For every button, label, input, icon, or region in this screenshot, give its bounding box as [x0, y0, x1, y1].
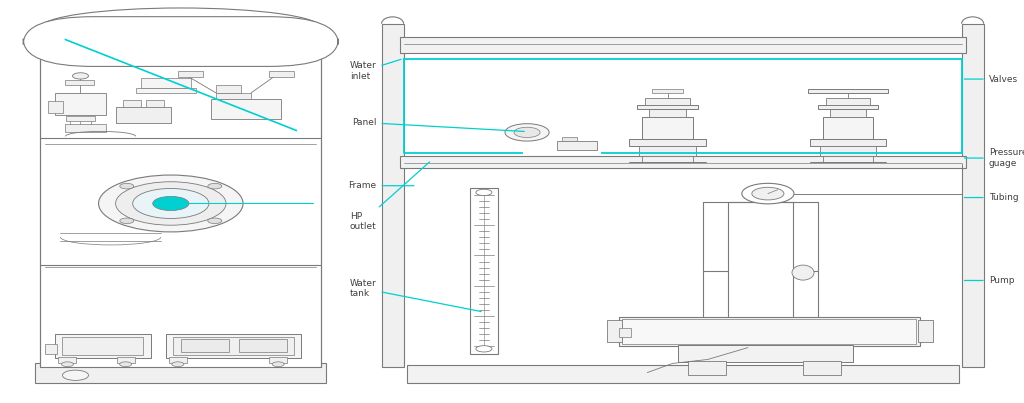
Bar	[55, 334, 151, 357]
Bar	[45, 344, 57, 353]
Bar	[645, 98, 689, 105]
Circle shape	[133, 189, 209, 218]
Bar	[826, 98, 870, 105]
Circle shape	[752, 187, 784, 200]
Bar	[117, 357, 135, 363]
Bar	[642, 117, 692, 139]
Text: Tubing: Tubing	[965, 193, 1018, 202]
Bar	[116, 107, 171, 123]
Circle shape	[73, 73, 88, 79]
Bar	[830, 109, 866, 117]
Text: HP
outlet: HP outlet	[350, 162, 430, 231]
Bar	[399, 37, 966, 53]
Bar	[470, 188, 498, 353]
Bar	[818, 105, 879, 109]
Bar	[48, 101, 63, 113]
Bar	[607, 320, 623, 343]
Bar	[269, 357, 287, 363]
Bar	[562, 137, 578, 141]
Circle shape	[476, 346, 492, 352]
Bar	[823, 117, 873, 139]
Bar	[173, 337, 294, 355]
Circle shape	[62, 370, 88, 380]
Circle shape	[208, 183, 222, 189]
Bar	[66, 80, 93, 85]
Bar	[678, 345, 853, 362]
Bar	[178, 71, 203, 77]
FancyBboxPatch shape	[24, 17, 338, 66]
Bar	[688, 361, 726, 375]
Text: Valves: Valves	[965, 75, 1018, 83]
Circle shape	[98, 175, 243, 232]
Circle shape	[120, 183, 134, 189]
Bar	[803, 361, 841, 375]
Bar	[620, 328, 632, 337]
Circle shape	[514, 127, 540, 137]
Bar	[135, 88, 196, 93]
Bar	[652, 89, 683, 93]
Bar	[382, 24, 403, 368]
Circle shape	[172, 362, 184, 367]
Bar	[169, 357, 186, 363]
Bar	[35, 364, 327, 383]
Text: Water
tank: Water tank	[350, 279, 481, 312]
Circle shape	[153, 196, 188, 211]
Bar	[216, 93, 251, 99]
Bar	[269, 71, 294, 77]
Bar	[40, 28, 322, 368]
Bar	[62, 337, 142, 355]
Bar	[181, 339, 229, 352]
Text: Frame: Frame	[348, 181, 414, 190]
Text: Panel: Panel	[352, 118, 524, 131]
Text: Water
inlet: Water inlet	[350, 59, 401, 81]
Text: Pump: Pump	[965, 276, 1014, 285]
Bar	[211, 99, 282, 118]
Circle shape	[505, 124, 549, 141]
Bar	[399, 156, 966, 168]
Circle shape	[272, 362, 285, 367]
Bar	[557, 141, 597, 150]
Circle shape	[208, 218, 222, 224]
Bar	[637, 105, 697, 109]
Circle shape	[116, 182, 226, 225]
Bar	[216, 85, 241, 93]
Circle shape	[741, 183, 794, 204]
Bar	[407, 366, 958, 383]
Circle shape	[61, 362, 74, 367]
Bar	[639, 146, 695, 156]
Bar	[140, 78, 190, 88]
Bar	[239, 339, 287, 352]
Bar	[962, 24, 984, 368]
Bar	[623, 319, 916, 344]
Bar	[620, 317, 921, 346]
Bar	[166, 334, 301, 357]
Circle shape	[476, 189, 492, 195]
Text: Pressure
guage: Pressure guage	[965, 148, 1024, 168]
Bar	[145, 100, 164, 107]
Circle shape	[120, 362, 132, 367]
Bar	[58, 357, 77, 363]
Ellipse shape	[792, 265, 814, 280]
Bar	[810, 139, 887, 146]
Bar	[630, 139, 706, 146]
Bar	[123, 100, 140, 107]
Bar	[55, 93, 105, 114]
Bar	[649, 109, 686, 117]
Bar	[67, 116, 94, 120]
Bar	[919, 320, 934, 343]
Bar	[808, 89, 888, 93]
Bar	[66, 125, 105, 132]
Circle shape	[120, 218, 134, 224]
Bar	[820, 146, 877, 156]
